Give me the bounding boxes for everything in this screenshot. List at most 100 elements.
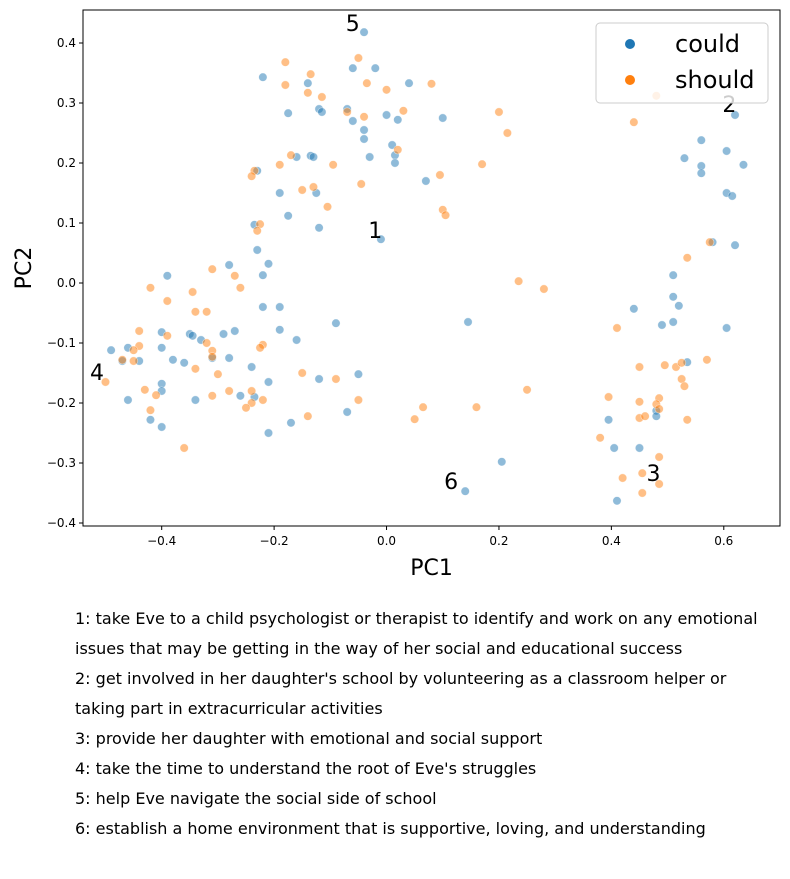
y-tick-label: 0.2 [57, 156, 76, 170]
point-could-33 [162, 271, 172, 281]
point-should-43 [202, 307, 212, 317]
point-could-0 [359, 27, 369, 37]
point-should-30 [441, 210, 451, 220]
point-should-94 [618, 473, 628, 483]
point-could-24 [421, 176, 431, 186]
legend-frame [595, 22, 769, 104]
point-should-40 [188, 287, 198, 297]
point-should-60 [677, 358, 687, 368]
point-should-55 [129, 356, 139, 366]
point-could-69 [263, 428, 273, 438]
point-could-50 [168, 355, 178, 365]
point-should-67 [151, 390, 161, 400]
point-could-72 [460, 486, 470, 496]
point-could-85 [668, 270, 678, 280]
point-should-81 [604, 392, 614, 402]
point-could-44 [292, 335, 302, 345]
x-tick-label: −0.4 [147, 534, 176, 548]
y-tick-label: 0.3 [57, 96, 76, 110]
annotation-label-3: 3 [647, 462, 661, 487]
point-should-54 [117, 355, 127, 365]
point-should-52 [129, 345, 139, 355]
legend-marker-could [625, 39, 635, 49]
point-could-9 [283, 108, 293, 118]
point-should-71 [679, 381, 689, 391]
point-should-6 [382, 85, 392, 95]
point-should-17 [275, 160, 285, 170]
point-could-52 [179, 358, 189, 368]
note-item: 6: establish a home environment that is … [75, 819, 706, 838]
point-should-66 [224, 386, 234, 396]
point-could-39 [275, 325, 285, 335]
point-should-8 [317, 92, 327, 102]
legend-label-should: should [675, 66, 755, 94]
point-should-7 [303, 88, 313, 98]
point-could-34 [224, 260, 234, 270]
point-should-61 [702, 355, 712, 365]
point-should-15 [502, 128, 512, 138]
point-should-85 [654, 404, 664, 414]
point-could-95 [604, 415, 614, 425]
point-should-92 [654, 452, 664, 462]
plot-frame [82, 9, 781, 527]
point-could-28 [314, 223, 324, 233]
point-should-25 [297, 185, 307, 195]
point-could-71 [497, 457, 507, 467]
point-should-96 [637, 488, 647, 498]
point-should-73 [353, 395, 363, 405]
point-could-96 [609, 443, 619, 453]
point-should-39 [145, 283, 155, 293]
point-should-26 [356, 179, 366, 189]
point-should-49 [255, 343, 265, 353]
point-could-14 [359, 125, 369, 135]
point-should-12 [342, 107, 352, 117]
point-could-57 [353, 369, 363, 379]
point-should-79 [418, 402, 428, 412]
point-could-75 [730, 110, 740, 120]
point-could-80 [696, 168, 706, 178]
point-could-56 [314, 374, 324, 384]
annotation-label-6: 6 [444, 470, 458, 495]
point-should-69 [247, 386, 257, 396]
point-should-62 [213, 369, 223, 379]
point-could-36 [258, 302, 268, 312]
point-should-20 [477, 159, 487, 169]
point-should-5 [280, 80, 290, 90]
point-should-11 [398, 106, 408, 116]
point-could-3 [258, 72, 268, 82]
y-tick-label: 0.0 [57, 276, 76, 290]
point-should-22 [247, 171, 257, 181]
point-should-1 [280, 57, 290, 67]
point-should-58 [660, 360, 670, 370]
point-should-76 [145, 405, 155, 415]
point-should-3 [362, 78, 372, 88]
point-could-35 [275, 302, 285, 312]
point-should-77 [241, 403, 251, 413]
point-should-18 [328, 160, 338, 170]
point-could-41 [188, 331, 198, 341]
point-should-37 [235, 283, 245, 293]
point-could-51 [247, 362, 257, 372]
point-should-35 [230, 271, 240, 281]
point-should-56 [190, 364, 200, 374]
point-could-62 [235, 391, 245, 401]
point-could-98 [612, 496, 622, 506]
point-should-89 [682, 415, 692, 425]
note-item: 5: help Eve navigate the social side of … [75, 789, 437, 808]
point-should-82 [634, 397, 644, 407]
point-should-42 [190, 307, 200, 317]
point-should-63 [297, 368, 307, 378]
point-should-91 [595, 433, 605, 443]
point-should-46 [612, 323, 622, 333]
point-could-20 [365, 152, 375, 162]
note-item: 2: get involved in her daughter's school… [75, 669, 727, 718]
point-could-11 [393, 115, 403, 125]
scatter-chart: −0.4 −0.2 0.0 0.2 0.4 0.6 −0.4 −0.3 −0.2 −0.1 0.0… [12, 9, 781, 581]
point-should-97 [100, 377, 110, 387]
point-should-65 [140, 385, 150, 395]
point-should-87 [640, 411, 650, 421]
y-tick-label: 0.1 [57, 216, 76, 230]
point-should-80 [471, 402, 481, 412]
point-should-90 [179, 443, 189, 453]
point-could-84 [730, 240, 740, 250]
